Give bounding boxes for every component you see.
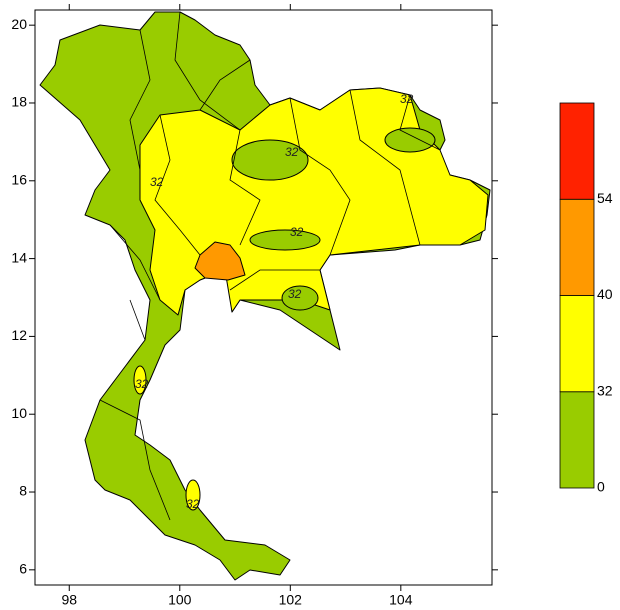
land-low xyxy=(281,285,319,311)
x-tick-label: 98 xyxy=(61,592,77,608)
y-tick-label: 12 xyxy=(11,327,27,343)
colorbar-segment xyxy=(559,391,595,489)
colorbar-label: 32 xyxy=(597,382,613,398)
y-tick-label: 6 xyxy=(19,561,27,577)
contour-label: 32 xyxy=(135,377,149,391)
contour-label: 32 xyxy=(290,225,304,239)
y-tick-label: 14 xyxy=(11,249,27,265)
x-tick-label: 104 xyxy=(389,592,413,608)
map-layer: 32 32 32 32 32 32 32 xyxy=(39,11,491,581)
land-low xyxy=(231,139,309,181)
y-tick-label: 10 xyxy=(11,405,27,421)
colorbar-label: 40 xyxy=(597,286,613,302)
x-tick-label: 100 xyxy=(168,592,192,608)
colorbar-label: 0 xyxy=(597,479,605,495)
land-low xyxy=(249,229,321,251)
land-mid xyxy=(185,479,201,511)
province-border xyxy=(99,11,441,521)
y-tick-label: 18 xyxy=(11,94,27,110)
y-tick-label: 8 xyxy=(19,483,27,499)
plot-frame xyxy=(34,9,493,586)
colorbar-label: 54 xyxy=(597,190,613,206)
y-tick-label: 20 xyxy=(11,16,27,32)
contour-label: 32 xyxy=(400,92,414,106)
land-low xyxy=(384,127,436,153)
contour-label: 32 xyxy=(288,287,302,301)
x-tick-label: 102 xyxy=(279,592,303,608)
land-high xyxy=(194,241,246,281)
colorbar-segment xyxy=(559,102,595,200)
contour-label: 32 xyxy=(150,175,164,189)
contour-label: 32 xyxy=(186,497,200,511)
colorbar-segment xyxy=(559,295,595,393)
contour-label: 32 xyxy=(285,145,299,159)
colorbar-segment xyxy=(559,198,595,296)
land-mid xyxy=(133,365,147,395)
y-tick-label: 16 xyxy=(11,171,27,187)
